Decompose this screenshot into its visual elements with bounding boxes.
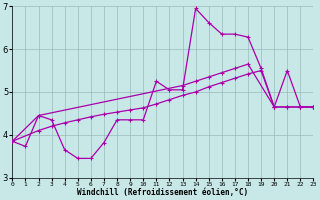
X-axis label: Windchill (Refroidissement éolien,°C): Windchill (Refroidissement éolien,°C): [77, 188, 248, 197]
